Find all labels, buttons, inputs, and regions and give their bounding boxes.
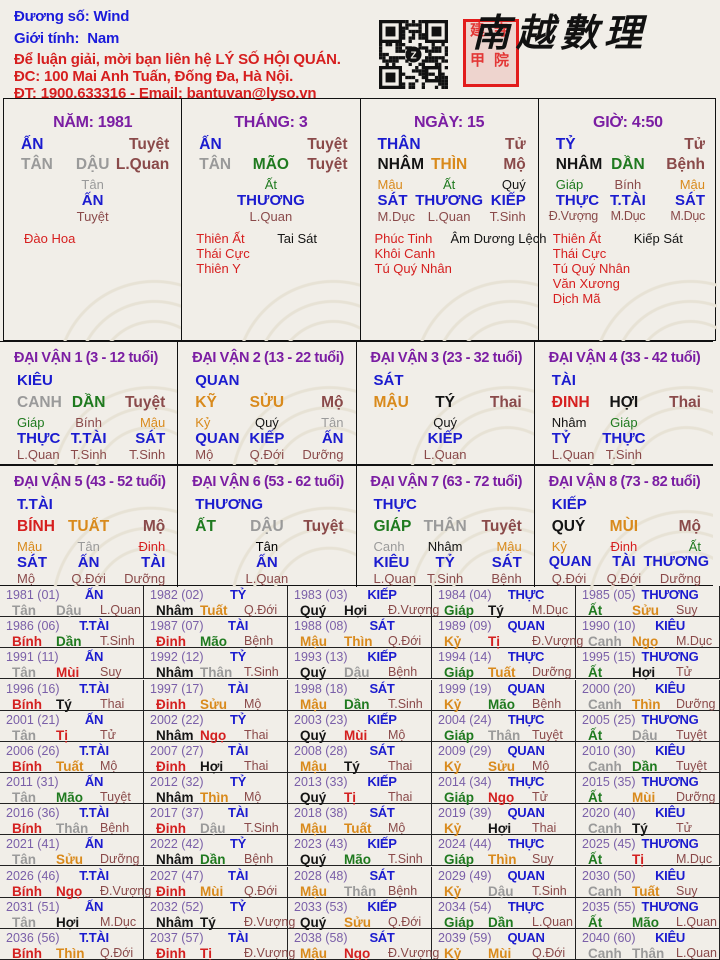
svg-text:Z: Z: [410, 51, 416, 62]
